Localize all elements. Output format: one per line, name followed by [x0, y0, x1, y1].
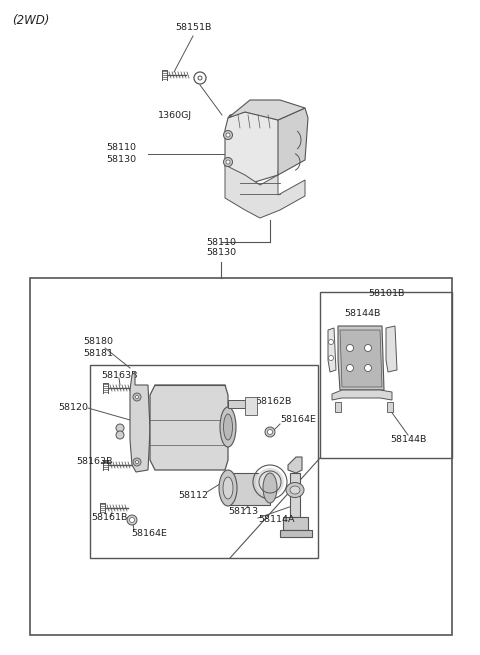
Ellipse shape — [224, 414, 232, 440]
Circle shape — [226, 133, 230, 137]
Polygon shape — [283, 517, 308, 530]
Ellipse shape — [220, 407, 236, 447]
Polygon shape — [340, 330, 382, 387]
Polygon shape — [130, 372, 150, 472]
Polygon shape — [332, 390, 392, 400]
Circle shape — [347, 364, 353, 371]
Text: 58130: 58130 — [106, 155, 136, 164]
Circle shape — [364, 364, 372, 371]
Polygon shape — [328, 328, 336, 372]
Circle shape — [133, 393, 141, 401]
Text: 58161B: 58161B — [91, 514, 127, 523]
Text: 58114A: 58114A — [258, 515, 295, 525]
Circle shape — [224, 130, 232, 140]
Circle shape — [328, 356, 334, 360]
Polygon shape — [288, 457, 302, 473]
Polygon shape — [150, 385, 228, 470]
Circle shape — [130, 517, 134, 523]
Text: 58112: 58112 — [178, 491, 208, 500]
Polygon shape — [278, 108, 308, 175]
Polygon shape — [225, 112, 282, 185]
Text: 58164E: 58164E — [131, 529, 167, 538]
Ellipse shape — [290, 486, 300, 494]
Polygon shape — [290, 473, 300, 517]
Circle shape — [347, 345, 353, 352]
Polygon shape — [338, 326, 384, 390]
Bar — [228, 400, 250, 408]
Ellipse shape — [219, 470, 237, 506]
Circle shape — [328, 339, 334, 345]
Text: 58164E: 58164E — [280, 415, 316, 424]
Text: 58110: 58110 — [106, 143, 136, 153]
Text: 58144B: 58144B — [344, 309, 380, 318]
Text: 58151B: 58151B — [175, 23, 211, 32]
Text: 58130: 58130 — [206, 248, 236, 257]
Text: 58120: 58120 — [58, 403, 88, 413]
Bar — [320, 292, 452, 458]
Text: 58163B: 58163B — [101, 371, 137, 379]
Text: 58110: 58110 — [206, 238, 236, 247]
Circle shape — [224, 157, 232, 166]
Circle shape — [116, 424, 124, 432]
Bar — [30, 278, 452, 635]
Bar — [335, 402, 341, 412]
Polygon shape — [386, 326, 397, 372]
Ellipse shape — [263, 473, 277, 503]
Text: (2WD): (2WD) — [12, 14, 49, 27]
Circle shape — [267, 430, 273, 434]
Text: 58144B: 58144B — [390, 436, 426, 445]
Ellipse shape — [286, 483, 304, 498]
Bar — [90, 365, 318, 558]
Ellipse shape — [256, 468, 284, 496]
Ellipse shape — [223, 477, 233, 499]
Text: 58113: 58113 — [228, 508, 258, 517]
Text: 58101B: 58101B — [368, 289, 404, 298]
Text: 58162B: 58162B — [255, 398, 291, 407]
Circle shape — [135, 460, 139, 464]
Circle shape — [364, 345, 372, 352]
Circle shape — [135, 396, 139, 398]
Circle shape — [265, 427, 275, 437]
Polygon shape — [225, 165, 305, 218]
Polygon shape — [280, 530, 312, 537]
Circle shape — [226, 160, 230, 164]
Text: 58181: 58181 — [83, 348, 113, 358]
Bar — [387, 402, 393, 412]
Bar — [228, 473, 270, 505]
Text: 1360GJ: 1360GJ — [158, 111, 192, 119]
Circle shape — [127, 515, 137, 525]
Bar — [245, 397, 257, 415]
Polygon shape — [228, 100, 305, 120]
Text: 58180: 58180 — [83, 337, 113, 346]
Circle shape — [133, 458, 141, 466]
Text: 58163B: 58163B — [76, 457, 112, 466]
Circle shape — [116, 431, 124, 439]
